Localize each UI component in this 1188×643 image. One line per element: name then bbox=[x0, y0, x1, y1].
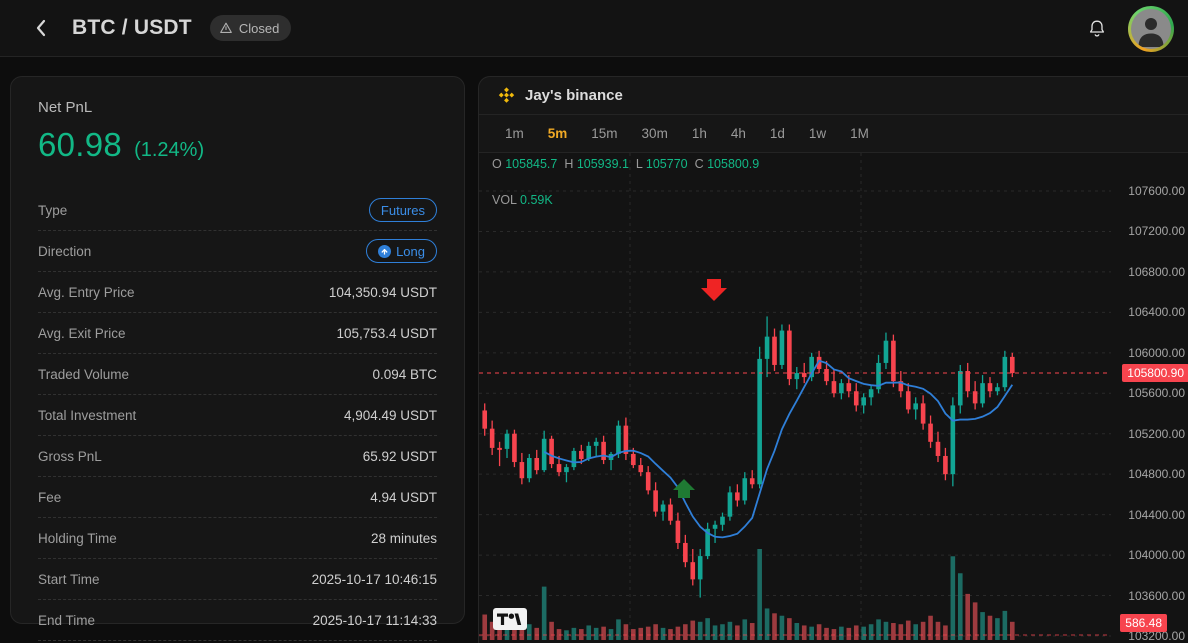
timeframe-5m[interactable]: 5m bbox=[547, 126, 568, 141]
detail-row-value: 28 minutes bbox=[370, 530, 437, 546]
timeframe-4h[interactable]: 4h bbox=[730, 126, 746, 141]
last-price-tag: 105800.90 bbox=[1122, 363, 1188, 382]
avatar-image bbox=[1131, 8, 1171, 49]
avatar[interactable] bbox=[1128, 5, 1174, 52]
bell-icon bbox=[1089, 20, 1105, 37]
timeframe-1M[interactable]: 1M bbox=[850, 126, 869, 141]
price-axis-tick: 107200.00 bbox=[1128, 224, 1185, 239]
detail-row: Type Futures bbox=[38, 190, 437, 231]
timeframe-30m[interactable]: 30m bbox=[641, 126, 668, 141]
price-axis-tick: 104000.00 bbox=[1128, 548, 1185, 563]
detail-row-label: Gross PnL bbox=[38, 448, 102, 464]
exit-marker-arrow-down-icon bbox=[701, 279, 727, 301]
detail-row-label: Direction bbox=[38, 243, 92, 259]
pill-label: Futures bbox=[380, 202, 425, 218]
price-axis-tick: 106000.00 bbox=[1128, 345, 1185, 360]
detail-row: Holding Time 28 minutes bbox=[38, 518, 437, 559]
pill-label: Long bbox=[396, 243, 425, 259]
price-axis-tick: 107600.00 bbox=[1128, 184, 1185, 198]
chart-panel: Jay's binance 1m 5m 15m 30m 1h 4h 1d 1w 1M O 105… bbox=[478, 76, 1188, 643]
detail-row: Total Investment 4,904.49 USDT bbox=[38, 395, 437, 436]
volume-price-tag: 586.48 bbox=[1120, 614, 1167, 632]
binance-logo-icon bbox=[498, 87, 515, 103]
price-axis-tick: 106400.00 bbox=[1128, 305, 1185, 320]
status-badge: Closed bbox=[209, 15, 292, 41]
detail-row-value: 2025-10-17 10:46:15 bbox=[311, 571, 437, 587]
price-axis-tick: 104400.00 bbox=[1128, 507, 1185, 522]
detail-row-label: Avg. Exit Price bbox=[38, 325, 126, 341]
detail-row: Avg. Exit Price 105,753.4 USDT bbox=[38, 313, 437, 354]
price-axis-tick: 103200.00 bbox=[1128, 629, 1185, 643]
user-avatar-icon bbox=[1138, 17, 1164, 47]
timeframe-1h[interactable]: 1h bbox=[691, 126, 707, 141]
arrow-up-circle-icon bbox=[378, 244, 392, 258]
alert-triangle-icon bbox=[219, 22, 232, 33]
net-pnl-percent: (1.24%) bbox=[134, 139, 205, 161]
back-button[interactable] bbox=[26, 13, 56, 43]
detail-row: Gross PnL 65.92 USDT bbox=[38, 436, 437, 477]
price-axis: 107600.00 107200.00 106800.00 106400.00 1060… bbox=[1111, 153, 1188, 643]
detail-row-label: Start Time bbox=[38, 571, 100, 587]
detail-row-value: 0.094 BTC bbox=[372, 366, 437, 382]
chart-body[interactable]: O 105845.7 H 105939.1 L 105770 C 105800.… bbox=[479, 153, 1188, 643]
detail-row-value: 2025-10-17 11:14:33 bbox=[312, 612, 437, 628]
timeframe-selector[interactable]: 1m 5m 15m 30m 1h 4h 1d 1w 1M bbox=[479, 115, 1188, 153]
timeframe-1m[interactable]: 1m bbox=[505, 126, 524, 141]
notifications-button[interactable] bbox=[1080, 12, 1114, 46]
entry-marker-arrow-up-icon bbox=[673, 479, 695, 498]
detail-row-value: 105,753.4 USDT bbox=[336, 325, 437, 341]
detail-row-label: Total Investment bbox=[38, 407, 137, 423]
detail-row-value: 104,350.94 USDT bbox=[328, 284, 437, 300]
detail-row: Traded Volume 0.094 BTC bbox=[38, 354, 437, 395]
net-pnl-row: 60.98 (1.24%) bbox=[38, 126, 437, 164]
detail-row-label: Holding Time bbox=[38, 530, 117, 546]
detail-row-value: 4.94 USDT bbox=[370, 489, 437, 505]
chevron-left-icon bbox=[36, 19, 46, 37]
direction-pill[interactable]: Long bbox=[366, 239, 437, 263]
chart-account-header: Jay's binance bbox=[479, 77, 1188, 115]
status-badge-label: Closed bbox=[238, 20, 280, 36]
trade-detail-list: Type Futures Direction Long Avg. Entry Price… bbox=[38, 190, 437, 641]
timeframe-1d[interactable]: 1d bbox=[769, 126, 785, 141]
detail-row-label: Type bbox=[38, 202, 68, 218]
top-bar-actions bbox=[1080, 0, 1174, 57]
top-bar: BTC / USDT Closed bbox=[0, 0, 1188, 57]
candlestick-chart bbox=[479, 153, 1111, 643]
tradingview-logo-icon[interactable] bbox=[493, 608, 527, 630]
detail-row-label: Fee bbox=[38, 489, 62, 505]
price-axis-tick: 106800.00 bbox=[1128, 264, 1185, 279]
detail-row: End Time 2025-10-17 11:14:33 bbox=[38, 600, 437, 641]
trade-summary-panel: Net PnL 60.98 (1.24%) Type Futures Directi… bbox=[10, 76, 465, 641]
detail-row: Direction Long bbox=[38, 231, 437, 272]
detail-row: Avg. Entry Price 104,350.94 USDT bbox=[38, 272, 437, 313]
tradingview-mark bbox=[497, 613, 522, 625]
detail-row-value: 65.92 USDT bbox=[362, 448, 437, 464]
timeframe-1w[interactable]: 1w bbox=[808, 126, 827, 141]
chart-account-name: Jay's binance bbox=[525, 87, 623, 104]
page-title: BTC / USDT bbox=[72, 16, 192, 39]
type-pill[interactable]: Futures bbox=[368, 198, 437, 222]
price-axis-tick: 105600.00 bbox=[1128, 386, 1185, 401]
detail-row-value: 4,904.49 USDT bbox=[343, 407, 437, 423]
timeframe-15m[interactable]: 15m bbox=[591, 126, 618, 141]
detail-row: Start Time 2025-10-17 10:46:15 bbox=[38, 559, 437, 600]
price-axis-tick: 105200.00 bbox=[1128, 426, 1185, 441]
detail-row-label: Traded Volume bbox=[38, 366, 130, 382]
detail-row-label: End Time bbox=[38, 612, 96, 628]
chart-plot-area[interactable] bbox=[479, 153, 1111, 643]
price-axis-tick: 103600.00 bbox=[1128, 588, 1185, 603]
detail-row-label: Avg. Entry Price bbox=[38, 284, 135, 300]
net-pnl-value: 60.98 bbox=[38, 126, 123, 163]
detail-row: Fee 4.94 USDT bbox=[38, 477, 437, 518]
price-axis-tick: 104800.00 bbox=[1128, 467, 1185, 482]
net-pnl-label: Net PnL bbox=[38, 99, 93, 116]
